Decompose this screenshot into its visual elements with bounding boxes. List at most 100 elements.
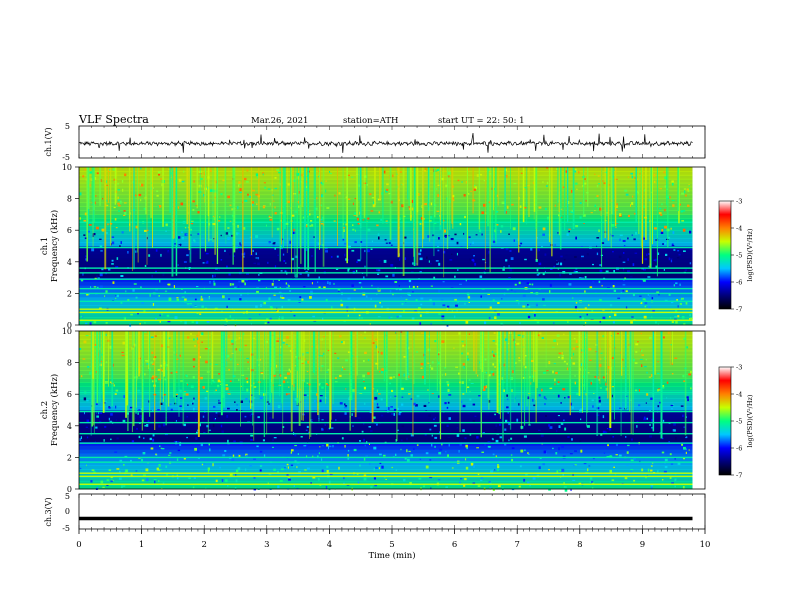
spectrogram-speckle bbox=[509, 250, 512, 252]
spectrogram-speckle bbox=[454, 298, 457, 301]
spectrogram-frequency-bin bbox=[79, 289, 693, 294]
spectrogram-speckle bbox=[616, 203, 618, 206]
spectrogram-speckle bbox=[488, 316, 491, 320]
spectrogram-speckle bbox=[627, 176, 630, 178]
spectrogram-speckle bbox=[605, 382, 607, 386]
spectrogram-speckle bbox=[564, 427, 567, 431]
spectrogram-speckle bbox=[169, 452, 172, 454]
spectrogram-speckle bbox=[205, 487, 207, 489]
spectrogram-speckle bbox=[311, 419, 314, 421]
spectrogram-sferic bbox=[296, 167, 298, 278]
spectrogram-speckle bbox=[685, 451, 687, 454]
spectrogram-speckle bbox=[415, 299, 418, 301]
time-axis-tick-label: 3 bbox=[264, 540, 269, 550]
spectrogram-speckle bbox=[268, 241, 270, 245]
spectrogram-speckle bbox=[146, 478, 149, 482]
spectrogram-frequency-bin bbox=[79, 402, 693, 407]
spectrogram-speckle bbox=[159, 401, 161, 403]
spectrogram-speckle bbox=[272, 208, 274, 212]
spectrogram-speckle bbox=[435, 188, 438, 190]
spectrogram-speckle bbox=[444, 402, 447, 405]
spectrogram-speckle bbox=[555, 311, 558, 313]
spectrogram-speckle bbox=[671, 482, 674, 484]
spectrogram-speckle bbox=[250, 394, 253, 396]
spectrogram-speckle bbox=[376, 403, 379, 406]
spectrogram-speckle bbox=[537, 248, 540, 252]
spectrogram-speckle bbox=[523, 187, 527, 189]
spectrogram-speckle bbox=[462, 429, 465, 432]
time-axis-label: Time (min) bbox=[368, 550, 415, 561]
spectrogram-speckle bbox=[599, 320, 601, 323]
spectrogram-speckle bbox=[96, 486, 99, 489]
spectrogram-speckle bbox=[262, 439, 265, 442]
spectrogram-speckle bbox=[535, 259, 538, 262]
spectrogram-speckle bbox=[357, 222, 361, 225]
spectrogram-speckle bbox=[613, 466, 615, 468]
spectrogram-speckle bbox=[326, 371, 328, 373]
ch1-waveform-ticks bbox=[78, 126, 706, 158]
spectrogram-speckle bbox=[307, 273, 310, 277]
spectrogram-speckle bbox=[94, 201, 96, 205]
spectrogram-speckle bbox=[548, 469, 550, 471]
spectrogram-speckle bbox=[176, 441, 180, 443]
spectrogram-speckle bbox=[390, 264, 394, 267]
spectrogram-speckle bbox=[563, 419, 565, 422]
spectrogram-speckle bbox=[472, 403, 476, 406]
spectrogram-band bbox=[79, 421, 693, 424]
spectrogram-speckle bbox=[167, 250, 169, 253]
spectrogram-speckle bbox=[561, 445, 564, 448]
spectrogram-speckle bbox=[99, 307, 102, 310]
spectrogram-speckle bbox=[202, 415, 205, 418]
spectrogram-speckle bbox=[596, 195, 599, 197]
spectrogram-speckle bbox=[235, 245, 239, 248]
spectrogram-sferic bbox=[292, 167, 294, 202]
spectrogram-speckle bbox=[507, 421, 510, 423]
spectrogram-speckle bbox=[512, 227, 516, 231]
spectrogram-sferic bbox=[582, 331, 583, 413]
spectrogram-sferic bbox=[309, 331, 312, 437]
spectrogram-speckle bbox=[641, 354, 644, 356]
spectrogram-speckle bbox=[244, 344, 247, 347]
spectrogram-sferic bbox=[165, 331, 167, 426]
spectrogram-speckle bbox=[161, 370, 163, 372]
spectrogram-speckle bbox=[494, 353, 497, 355]
spectrogram-speckle bbox=[179, 444, 182, 446]
spectrogram-speckle bbox=[201, 341, 203, 343]
spectrogram-speckle bbox=[670, 316, 672, 319]
spectrogram-speckle bbox=[474, 186, 477, 190]
spectrogram-sferic bbox=[136, 331, 137, 408]
spectrogram-speckle bbox=[109, 420, 112, 422]
spectrogram-sferic bbox=[162, 167, 164, 227]
spectrogram-frequency-bin bbox=[79, 226, 693, 231]
spectrogram-speckle bbox=[674, 485, 676, 488]
spectrogram-speckle bbox=[651, 316, 653, 318]
spectrogram-sferic bbox=[350, 331, 353, 401]
spectrogram-speckle bbox=[378, 392, 381, 395]
spectrogram-speckle bbox=[559, 469, 562, 471]
spectrogram-speckle bbox=[102, 198, 104, 200]
spectrogram-speckle bbox=[168, 403, 172, 406]
spectrogram-speckle bbox=[258, 274, 260, 276]
ch1-spectrogram-image bbox=[79, 167, 705, 327]
spectrogram-speckle bbox=[346, 310, 348, 313]
spectrogram-speckle bbox=[135, 296, 138, 299]
spectrogram-speckle bbox=[631, 234, 633, 236]
spectrogram-speckle bbox=[321, 194, 324, 198]
ch1-spectrogram-channel-label: ch.1 bbox=[40, 237, 50, 255]
spectrogram-speckle bbox=[344, 445, 346, 448]
spectrogram-speckle bbox=[438, 313, 441, 315]
spectrogram-frequency-bin bbox=[79, 362, 693, 368]
spectrogram-speckle bbox=[554, 244, 556, 246]
spectrogram-speckle bbox=[561, 354, 564, 357]
spectrogram-speckle bbox=[233, 440, 236, 442]
spectrogram-speckle bbox=[196, 450, 200, 454]
spectrogram-speckle bbox=[238, 183, 241, 185]
spectrogram-speckle bbox=[264, 322, 267, 325]
spectrogram-speckle bbox=[657, 405, 660, 408]
spectrogram-speckle bbox=[102, 486, 105, 488]
spectrogram-speckle bbox=[423, 404, 427, 407]
spectrogram-speckle bbox=[208, 296, 210, 300]
spectrogram-speckle bbox=[239, 188, 242, 192]
spectrogram-speckle bbox=[363, 477, 367, 481]
spectrogram-sferic bbox=[263, 331, 265, 438]
